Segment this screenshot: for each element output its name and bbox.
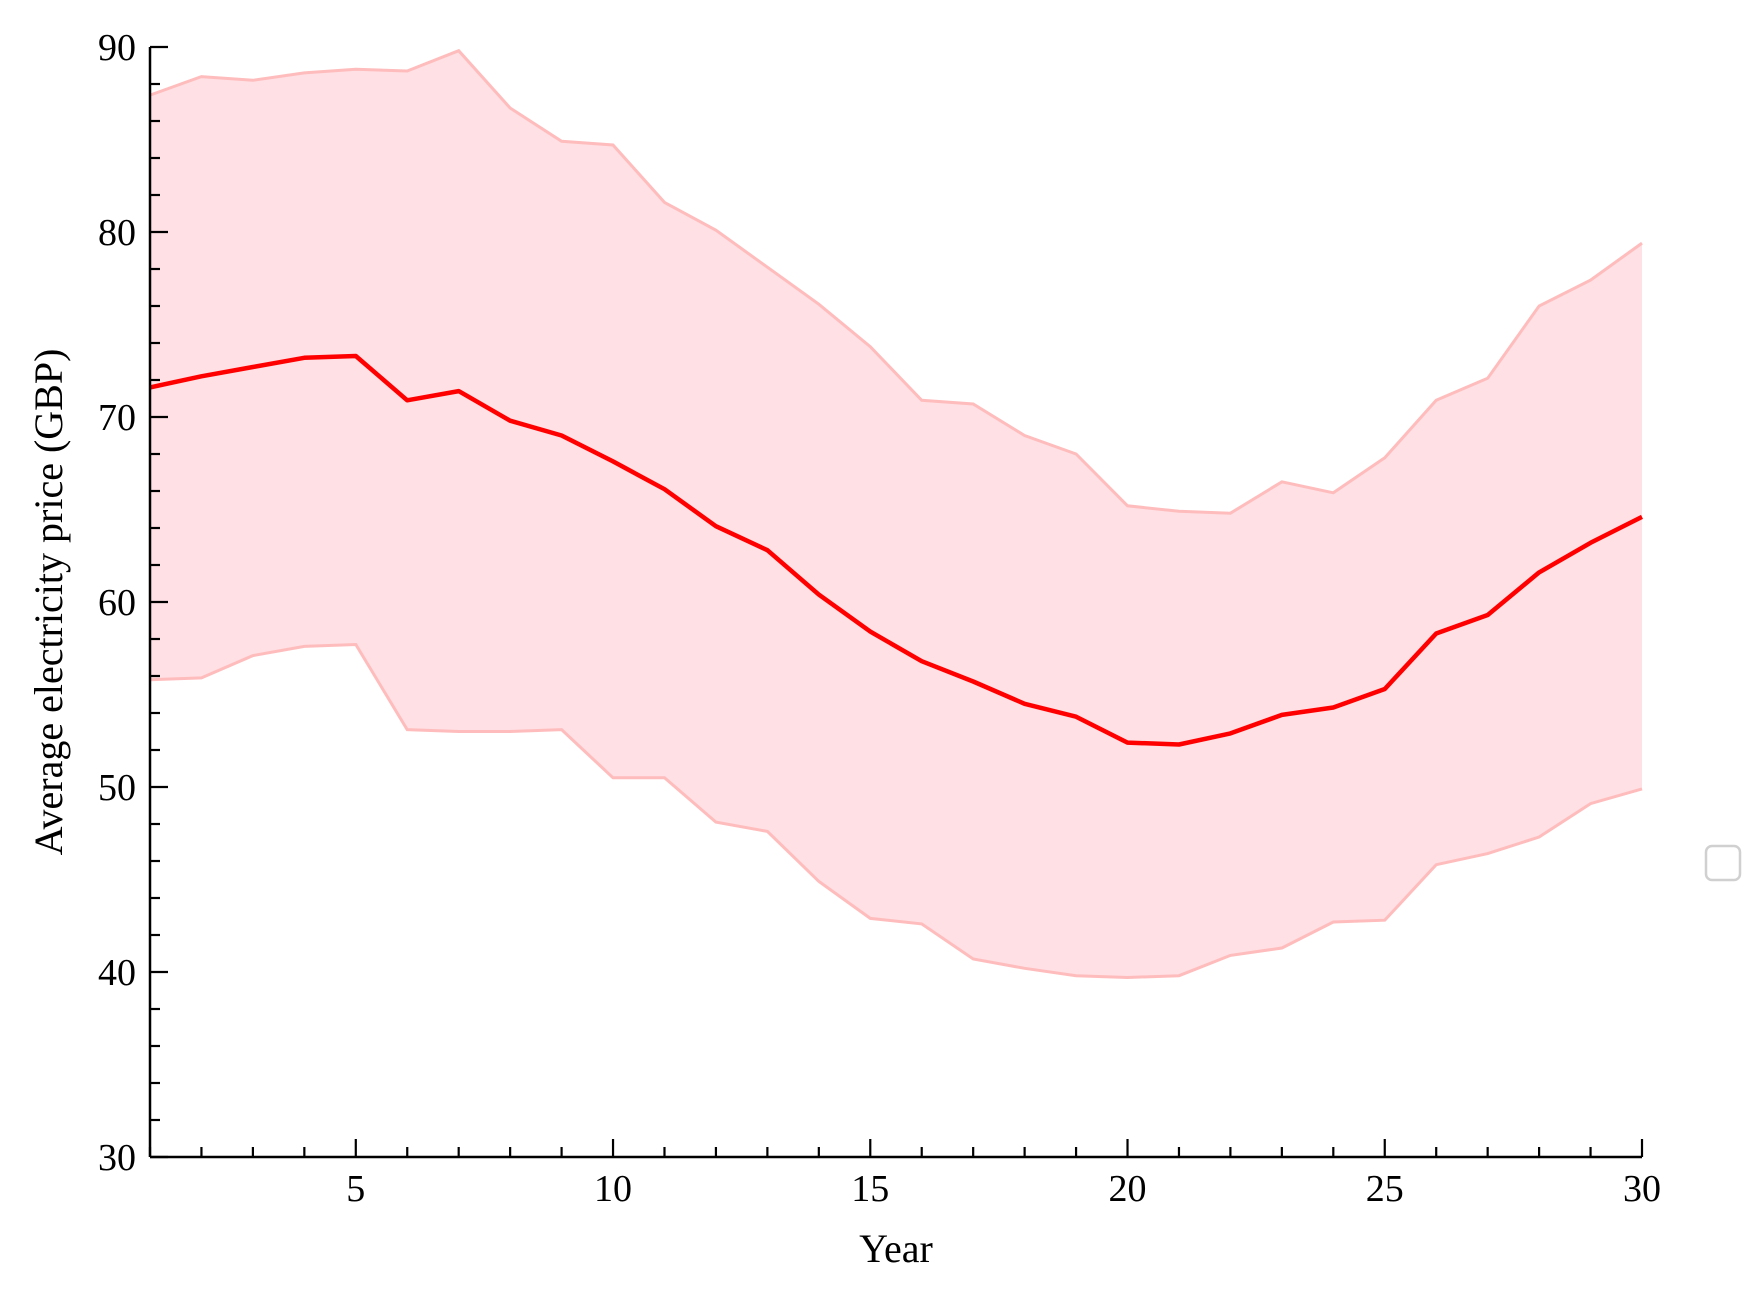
y-tick-label: 30 (98, 1137, 136, 1179)
y-tick-label: 60 (98, 582, 136, 624)
x-tick-label: 5 (346, 1168, 365, 1210)
x-ticks: 5 10 15 20 25 30 (148, 1139, 1661, 1210)
legend-box (1704, 844, 1742, 882)
confidence-band-layer (149, 48, 1643, 980)
x-tick-label: 20 (1109, 1168, 1147, 1210)
x-tick-label: 15 (851, 1168, 889, 1210)
confidence-band-area (150, 50, 1642, 978)
y-tick-label: 40 (98, 952, 136, 994)
y-tick-label: 90 (98, 27, 136, 69)
y-tick-label: 70 (98, 397, 136, 439)
y-tick-label: 80 (98, 212, 136, 254)
mean-line-layer (149, 353, 1644, 747)
x-tick-label: 30 (1623, 1168, 1661, 1210)
y-axis-label: Average electricity price (GBP) (26, 349, 71, 856)
axes: 5 10 15 20 25 30 30 40 50 60 70 80 90 (98, 27, 1661, 1210)
y-tick-label: 50 (98, 767, 136, 809)
x-axis-label: Year (859, 1226, 933, 1271)
x-tick-label: 25 (1366, 1168, 1404, 1210)
band-lower-edge (149, 642, 1643, 980)
x-tick-label: 10 (594, 1168, 632, 1210)
y-ticks: 30 40 50 60 70 80 90 (98, 27, 168, 1179)
band-upper-edge (149, 48, 1643, 515)
series-line-0 (149, 353, 1644, 747)
